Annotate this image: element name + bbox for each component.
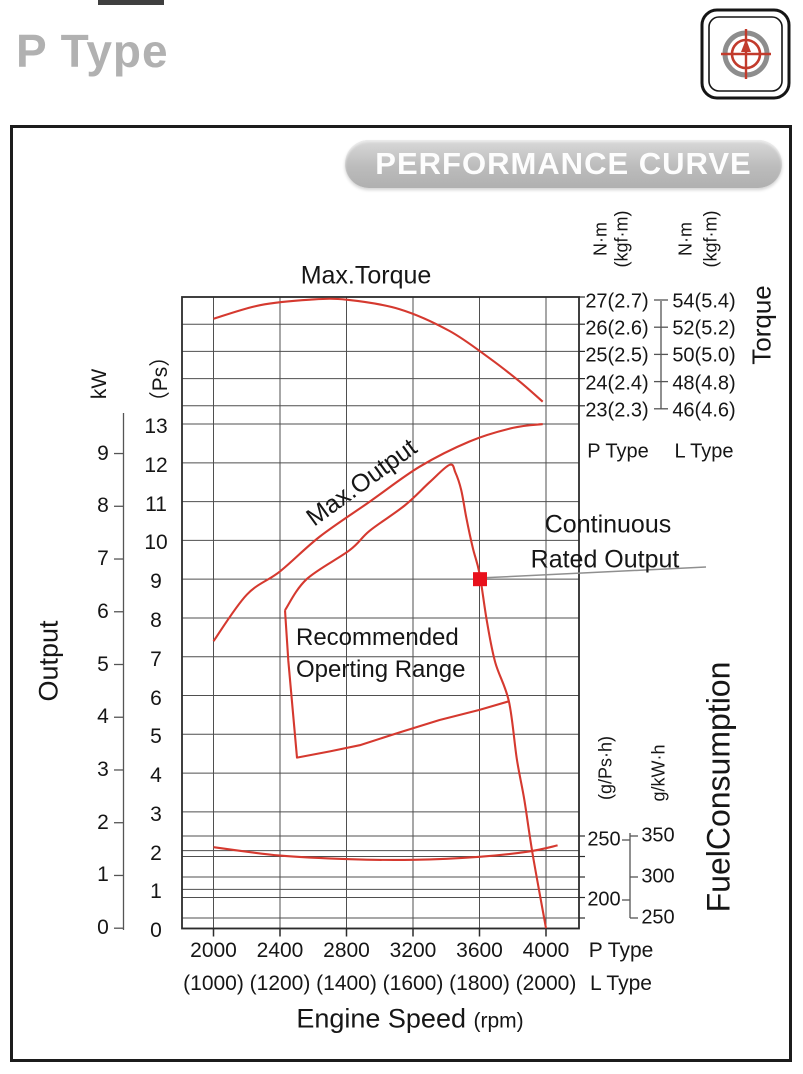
x-axis-title-text: Engine Speed xyxy=(296,1003,466,1034)
rpm-l-tick-label: (1800) xyxy=(449,972,510,995)
ps-tick-label: 1 xyxy=(150,880,162,904)
x-axis-unit: (rpm) xyxy=(473,1009,524,1033)
fuel-ps-tick-label: 250 xyxy=(587,828,621,851)
kw-tick-label: 3 xyxy=(97,757,109,781)
output-axis-title: Output xyxy=(33,620,64,702)
kw-tick-label: 7 xyxy=(97,547,109,571)
ps-tick-label: 10 xyxy=(144,531,168,555)
fuel-kw-unit-label: g/kW·h xyxy=(648,744,669,802)
x-axis-l-row-label: L Type xyxy=(590,972,652,995)
rpm-l-tick-label: (2000) xyxy=(515,972,577,995)
rpm-l-tick-label: (1200) xyxy=(249,972,311,995)
target-icon xyxy=(700,8,791,101)
max-torque-label: Max.Torque xyxy=(300,261,432,290)
torque-p-unit-kgfm-label: (kgf·m) xyxy=(611,210,632,268)
torque-p-tick-label: 24(2.4) xyxy=(585,372,649,395)
recommended-range-boundary xyxy=(283,610,510,759)
ps-tick-label: 9 xyxy=(150,570,162,594)
target-icon-svg xyxy=(700,8,791,100)
torque-p-tick-label: 26(2.6) xyxy=(585,317,649,340)
ps-tick-label: 11 xyxy=(145,492,167,516)
fuel-kw-tick-label: 300 xyxy=(641,865,675,888)
rated-point-marker xyxy=(473,572,487,587)
ps-tick-label: 7 xyxy=(150,647,162,671)
rpm-p-tick-label: 4000 xyxy=(522,939,570,962)
torque-p-col-label: P Type xyxy=(587,440,649,463)
fuel-kw-tick-label: 350 xyxy=(641,824,675,847)
ps-tick-label: 6 xyxy=(150,686,162,710)
rpm-p-tick-label: 3600 xyxy=(456,939,503,962)
ps-tick-label: 3 xyxy=(150,802,162,826)
rpm-p-tick-label: 2800 xyxy=(323,939,370,962)
torque-axis-title: Torque xyxy=(746,285,777,365)
ps-tick-label: 5 xyxy=(150,725,162,749)
torque-l-tick-label: 52(5.2) xyxy=(672,317,736,340)
kw-tick-label: 6 xyxy=(97,599,109,623)
x-axis-title: Engine Speed (rpm) xyxy=(296,1004,523,1035)
rpm-p-tick-label: 2400 xyxy=(256,939,304,962)
torque-l-col-label: L Type xyxy=(674,440,734,463)
continuous-rated-label-1: Continuous xyxy=(544,510,672,539)
ps-unit-label: （Ps） xyxy=(149,345,172,413)
fuel-ps-tick-label: 200 xyxy=(587,888,621,911)
fuel-consumption-curve xyxy=(213,844,558,862)
fuel-ps-unit-label: (g/Ps·h) xyxy=(595,735,616,801)
torque-l-tick-label: 48(4.8) xyxy=(672,372,736,395)
max-torque-curve xyxy=(213,297,544,403)
torque-l-tick-label: 50(5.0) xyxy=(672,344,736,367)
kw-tick-label: 2 xyxy=(97,810,109,834)
ps-tick-label: 8 xyxy=(150,608,162,632)
rpm-l-tick-label: (1000) xyxy=(183,972,244,995)
rpm-l-tick-label: (1600) xyxy=(382,972,444,995)
torque-p-tick-label: 25(2.5) xyxy=(585,344,649,367)
ps-tick-label: 13 xyxy=(144,415,168,439)
recommended-range-label-1: Recommended xyxy=(296,624,459,651)
kw-tick-label: 9 xyxy=(97,441,109,465)
ps-tick-label: 12 xyxy=(144,453,168,477)
recommended-range-label-2: Operting Range xyxy=(296,656,466,683)
torque-l-unit-nm-label: N·m xyxy=(675,222,696,256)
x-axis-p-row-label: P Type xyxy=(588,939,654,962)
torque-l-tick-label: 54(5.4) xyxy=(672,290,736,313)
continuous-rated-curve xyxy=(284,463,548,929)
rpm-p-tick-label: 3200 xyxy=(389,939,437,962)
page-title: P Type xyxy=(16,25,169,77)
performance-curve-panel xyxy=(10,125,792,1062)
kw-tick-label: 5 xyxy=(97,652,109,676)
torque-p-tick-label: 27(2.7) xyxy=(585,290,649,313)
torque-l-tick-label: 46(4.6) xyxy=(672,399,736,422)
kw-tick-label: 1 xyxy=(97,863,109,887)
ps-tick-label: 0 xyxy=(150,919,162,943)
fuel-axis-title: FuelConsumption xyxy=(700,661,737,913)
max-output-curve xyxy=(212,423,543,642)
performance-curve-header: PERFORMANCE CURVE xyxy=(345,140,782,188)
performance-curve-header-label: PERFORMANCE CURVE xyxy=(375,146,752,181)
torque-p-unit-nm-label: N·m xyxy=(590,222,611,256)
rpm-l-tick-label: (1400) xyxy=(316,972,377,995)
ps-tick-label: 2 xyxy=(150,841,162,865)
kw-unit-label: kW xyxy=(88,368,111,400)
kw-tick-label: 8 xyxy=(97,494,109,518)
kw-tick-label: 4 xyxy=(97,705,109,729)
torque-p-tick-label: 23(2.3) xyxy=(585,399,649,422)
fuel-kw-tick-label: 250 xyxy=(641,906,675,929)
ps-tick-label: 4 xyxy=(150,764,162,788)
continuous-rated-label-2: Rated Output xyxy=(530,545,680,574)
torque-l-unit-kgfm-label: (kgf·m) xyxy=(700,210,721,268)
rpm-p-tick-label: 2000 xyxy=(190,939,237,962)
kw-tick-label: 0 xyxy=(97,916,109,940)
page-top-sliver xyxy=(98,0,164,5)
